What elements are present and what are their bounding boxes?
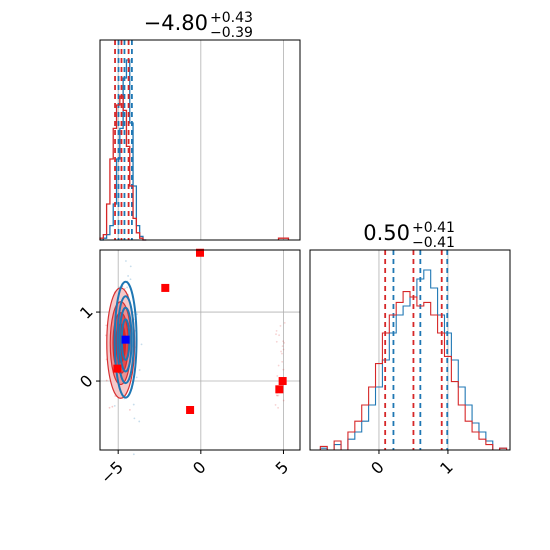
scatter-point bbox=[281, 352, 283, 355]
top-left-title-sup: +0.43 bbox=[210, 10, 253, 26]
contour-blue bbox=[113, 280, 138, 399]
marker-red bbox=[161, 283, 170, 292]
scatter-point bbox=[276, 375, 279, 377]
scatter-point bbox=[275, 329, 278, 332]
histogram-blue bbox=[319, 269, 508, 450]
x-tick-label: 1 bbox=[436, 457, 457, 478]
scatter-point bbox=[282, 340, 285, 343]
scatter-point bbox=[128, 408, 131, 411]
marker-red bbox=[196, 248, 204, 257]
x-tick-label: 0 bbox=[189, 457, 210, 478]
marker-red bbox=[278, 377, 287, 386]
scatter-point bbox=[105, 324, 108, 327]
bottom-right-title-sup: +0.41 bbox=[412, 220, 455, 236]
scatter-point bbox=[126, 286, 129, 289]
scatter-point bbox=[129, 278, 132, 281]
scatter-point bbox=[133, 417, 136, 420]
scatter-point bbox=[283, 321, 286, 324]
scatter-point bbox=[280, 350, 282, 353]
scatter-point bbox=[277, 364, 280, 367]
scatter-point bbox=[129, 265, 132, 268]
x-tick-label: −5 bbox=[97, 457, 127, 487]
scatter-point bbox=[140, 343, 143, 346]
scatter-point bbox=[276, 394, 279, 397]
histogram-red bbox=[99, 95, 290, 241]
scatter-point bbox=[125, 260, 127, 262]
scatter-point bbox=[275, 340, 278, 343]
scatter-point bbox=[274, 404, 277, 406]
scatter-point bbox=[108, 406, 111, 409]
scatter-point bbox=[275, 394, 278, 397]
scatter-point bbox=[282, 348, 285, 351]
scatter-point bbox=[132, 453, 135, 456]
x-tick-label: 5 bbox=[272, 457, 293, 478]
scatter-point bbox=[283, 341, 286, 344]
axes-frame bbox=[99, 39, 301, 241]
x-tick-label: 0 bbox=[367, 457, 388, 478]
marker-red bbox=[113, 364, 122, 373]
bottom-right-title-sub: −0.41 bbox=[412, 235, 455, 251]
histogram-red bbox=[319, 291, 508, 450]
scatter-point bbox=[282, 399, 285, 402]
axes-frame bbox=[309, 249, 511, 451]
axes-frame bbox=[99, 249, 301, 451]
scatter-point bbox=[275, 333, 277, 336]
y-tick-label: 0 bbox=[76, 371, 97, 392]
scatter-point bbox=[138, 420, 141, 423]
scatter-point bbox=[277, 406, 279, 409]
scatter-point bbox=[135, 376, 138, 379]
scatter-point bbox=[281, 345, 284, 348]
bottom-right-title-main: 0.50 bbox=[363, 221, 410, 245]
marker-red bbox=[275, 385, 284, 394]
contour-blue bbox=[116, 295, 135, 385]
contour-blue bbox=[118, 306, 133, 373]
scatter-point bbox=[138, 369, 141, 371]
scatter-point bbox=[281, 360, 284, 363]
bottom-left-panel: −5 0 5 0 1 bbox=[76, 248, 301, 488]
top-left-title-main: −4.80 bbox=[144, 11, 208, 35]
y-tick-label: 1 bbox=[76, 302, 97, 323]
top-left-panel bbox=[99, 39, 301, 241]
scatter-point bbox=[279, 325, 282, 327]
marker-blue bbox=[121, 335, 130, 344]
scatter-point bbox=[277, 394, 280, 397]
scatter-point bbox=[278, 334, 280, 337]
scatter-point bbox=[136, 313, 138, 315]
scatter-point bbox=[111, 405, 114, 408]
marker-red bbox=[186, 406, 195, 414]
scatter-point bbox=[282, 368, 285, 371]
scatter-point bbox=[132, 403, 135, 406]
scatter-point bbox=[113, 404, 116, 407]
top-left-title-sub: −0.39 bbox=[210, 25, 253, 41]
scatter-point bbox=[127, 275, 130, 277]
scatter-point bbox=[105, 379, 108, 382]
